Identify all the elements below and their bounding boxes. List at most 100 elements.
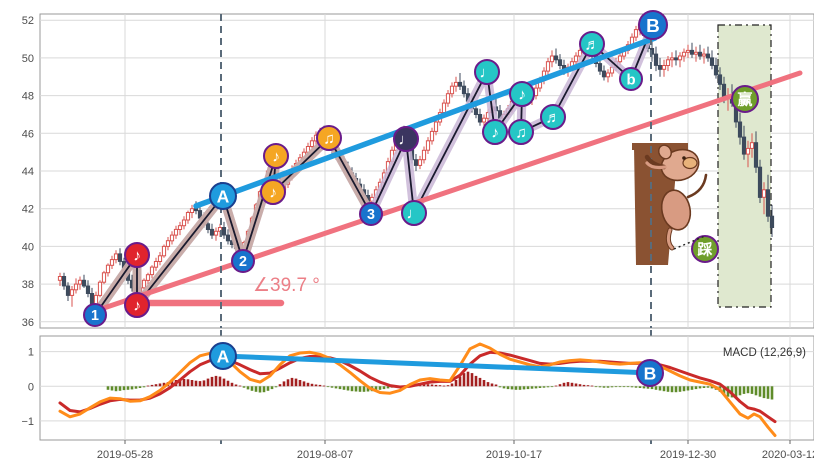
candle-body <box>713 65 719 76</box>
marker-circle[interactable] <box>263 143 289 169</box>
candle-body <box>601 70 607 78</box>
marker-♩[interactable]: ♩ <box>474 59 500 85</box>
candle-body <box>57 276 63 281</box>
candle-body <box>577 49 583 57</box>
marker-♬[interactable]: ♬ <box>579 31 605 57</box>
y-tick-label: −1 <box>21 416 34 428</box>
marker-circle[interactable] <box>209 342 237 370</box>
marker-B[interactable]: B <box>638 10 668 40</box>
macd-hist-bar <box>490 383 494 387</box>
macd-hist-bar <box>706 386 710 388</box>
macd-hist-bar <box>746 386 750 394</box>
marker-circle[interactable] <box>482 119 508 145</box>
candle-body <box>105 264 111 274</box>
y-tick-label: 48 <box>22 91 34 103</box>
marker-label: ♬ <box>584 37 600 54</box>
macd-markers[interactable]: AB <box>209 342 664 387</box>
marker-b[interactable]: b <box>619 67 643 91</box>
marker-circle[interactable] <box>636 359 664 387</box>
marker-赢[interactable]: 赢 <box>731 85 759 113</box>
marker-circle[interactable] <box>393 126 419 152</box>
marker-circle[interactable] <box>691 235 719 263</box>
candle-body <box>441 102 447 113</box>
macd-hist-bar <box>158 383 162 387</box>
macd-hist-bar <box>606 386 610 388</box>
marker-circle[interactable] <box>359 202 383 226</box>
candle-body <box>97 281 103 296</box>
marker-1[interactable]: 1 <box>83 303 107 327</box>
candle-body <box>605 72 611 78</box>
marker-circle[interactable] <box>316 125 342 151</box>
marker-circle[interactable] <box>231 249 255 273</box>
macd-hist-bar <box>666 386 670 392</box>
marker-♪[interactable]: ♪ <box>124 242 150 268</box>
marker-♫[interactable]: ♫ <box>508 119 534 145</box>
marker-3[interactable]: 3 <box>359 202 383 226</box>
macd-hist-bar <box>446 385 450 387</box>
macd-hist-bar <box>742 386 746 394</box>
character-rope <box>673 235 706 250</box>
macd-hist-bar <box>534 386 538 389</box>
marker-A[interactable]: A <box>209 182 237 210</box>
blue-resistance-trendline <box>193 35 658 209</box>
macd-hist-bar <box>698 386 702 389</box>
candle-body <box>161 245 167 257</box>
marker-♫[interactable]: ♫ <box>316 125 342 151</box>
candle-body <box>445 93 451 104</box>
marker-circle[interactable] <box>124 242 150 268</box>
macd-hist-bar <box>518 386 522 390</box>
marker-circle[interactable] <box>638 10 668 40</box>
marker-踩[interactable]: 踩 <box>691 235 719 263</box>
marker-♪[interactable]: ♪ <box>482 119 508 145</box>
candle-body <box>81 279 87 287</box>
macd-hist-bar <box>422 383 426 387</box>
macd-hist-bar <box>194 380 198 387</box>
marker-circle[interactable] <box>260 179 286 205</box>
candle-body <box>737 121 743 138</box>
marker-circle[interactable] <box>124 292 150 318</box>
marker-♪[interactable]: ♪ <box>263 143 289 169</box>
character-arm-left-fill <box>645 161 667 170</box>
macd-hist-bar <box>266 386 270 391</box>
marker-circle[interactable] <box>508 119 534 145</box>
macd-hist-bar <box>114 386 118 392</box>
marker-circle[interactable] <box>579 31 605 57</box>
marker-2[interactable]: 2 <box>231 249 255 273</box>
marker-circle[interactable] <box>209 182 237 210</box>
macd-hist-bar <box>638 386 642 388</box>
macd-hist-bar <box>466 371 470 387</box>
marker-circle[interactable] <box>540 104 566 130</box>
macd-hist-bar <box>566 382 570 387</box>
marker-♩[interactable]: ♩ <box>401 200 427 226</box>
macd-hist-bar <box>558 384 562 387</box>
macd-hist-bar <box>542 386 546 388</box>
marker-circle[interactable] <box>83 303 107 327</box>
macd-hist-bar <box>762 386 766 399</box>
marker-circle[interactable] <box>474 59 500 85</box>
candle-body <box>701 53 707 57</box>
marker-circle[interactable] <box>509 81 535 107</box>
macd-hist-bar <box>366 386 370 392</box>
price-markers[interactable]: 1 ♪ ♪ A 2 ♪ ♪ ♫ ♩ 3 ♩ ♩ ♪ ♬ ♪ ♫ ♬ Bb 赢踩 <box>83 10 759 327</box>
marker-♩[interactable]: ♩ <box>393 126 419 152</box>
marker-circle[interactable] <box>401 200 427 226</box>
candle-body <box>205 223 211 231</box>
macd-hist-bar <box>694 386 698 390</box>
marker-circle[interactable] <box>731 85 759 113</box>
x-tick-label: 2019-10-17 <box>486 449 542 461</box>
marker-♪[interactable]: ♪ <box>124 292 150 318</box>
macd-hist-bar <box>106 386 110 390</box>
macd-hist-bar <box>550 386 554 388</box>
marker-♪[interactable]: ♪ <box>509 81 535 107</box>
marker-♪[interactable]: ♪ <box>260 179 286 205</box>
marker-label: 踩 <box>698 240 713 258</box>
macd-hist-bar <box>430 384 434 387</box>
macd-hist-bar <box>386 386 390 389</box>
marker-circle[interactable] <box>619 67 643 91</box>
marker-B[interactable]: B <box>636 359 664 387</box>
marker-♬[interactable]: ♬ <box>540 104 566 130</box>
marker-A[interactable]: A <box>209 342 237 370</box>
macd-hist-bar <box>218 376 222 387</box>
candle-body <box>73 283 79 291</box>
character-body <box>660 189 692 231</box>
